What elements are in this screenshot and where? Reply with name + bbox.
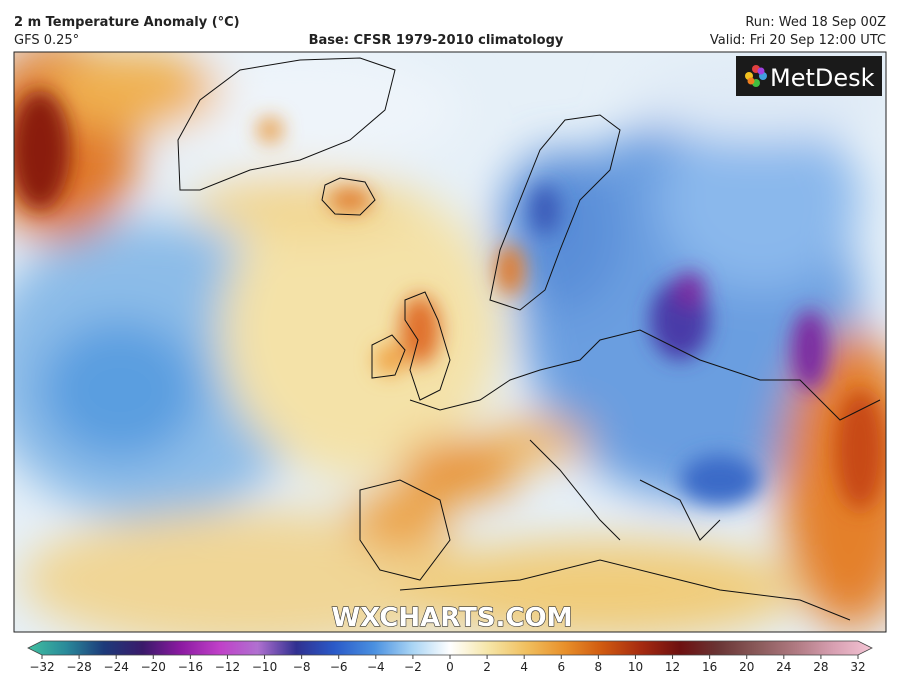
colorbar-tick-label: 12	[665, 660, 680, 674]
colorbar-tick-label: 32	[850, 660, 865, 674]
colorbar-tick-label: −10	[252, 660, 277, 674]
colorbar-tick-label: 24	[776, 660, 791, 674]
colorbar-tick-label: 2	[483, 660, 491, 674]
colorbar-tick-label: −16	[178, 660, 203, 674]
colorbar-ramp	[27, 640, 873, 656]
colorbar-tick-label: 16	[702, 660, 717, 674]
colorbar-tick-label: 8	[595, 660, 603, 674]
colorbar-tick-label: −2	[404, 660, 422, 674]
title: 2 m Temperature Anomaly (°C)	[14, 15, 240, 30]
valid: Valid: Fri 20 Sep 12:00 UTC	[710, 33, 886, 48]
base: Base: CFSR 1979-2010 climatology	[309, 33, 564, 48]
colorbar-tick-label: −12	[215, 660, 240, 674]
colorbar-tick-label: 4	[520, 660, 528, 674]
colorbar: −32 −28 −24 −20 −16 −12 −10 −8 −6 −4 −2 0 2 4 6 8 10 12 16…	[27, 640, 873, 674]
colorbar-tick-label: 6	[557, 660, 565, 674]
colorbar-tick-label: 0	[446, 660, 454, 674]
colorbar-tick-label: −4	[367, 660, 385, 674]
colorbar-tick-label: −8	[293, 660, 311, 674]
colorbar-tick-label: 10	[628, 660, 643, 674]
run: Run: Wed 18 Sep 00Z	[745, 15, 886, 30]
logo-box: MetDesk	[736, 56, 882, 96]
colorbar-tick-label: −24	[104, 660, 129, 674]
colorbar-tick-label: 20	[739, 660, 754, 674]
colorbar-tick-label: −20	[141, 660, 166, 674]
colorbar-tick-label: 28	[813, 660, 828, 674]
colorbar-tick-label: −32	[29, 660, 54, 674]
colorbar-tick-label: −6	[330, 660, 348, 674]
map-frame	[13, 51, 887, 633]
watermark: WXCHARTS.COM	[331, 603, 572, 633]
anomaly-field	[14, 52, 886, 632]
logo: MetDesk	[770, 64, 875, 92]
colorbar-tick-label: −28	[66, 660, 91, 674]
model: GFS 0.25°	[14, 33, 79, 48]
